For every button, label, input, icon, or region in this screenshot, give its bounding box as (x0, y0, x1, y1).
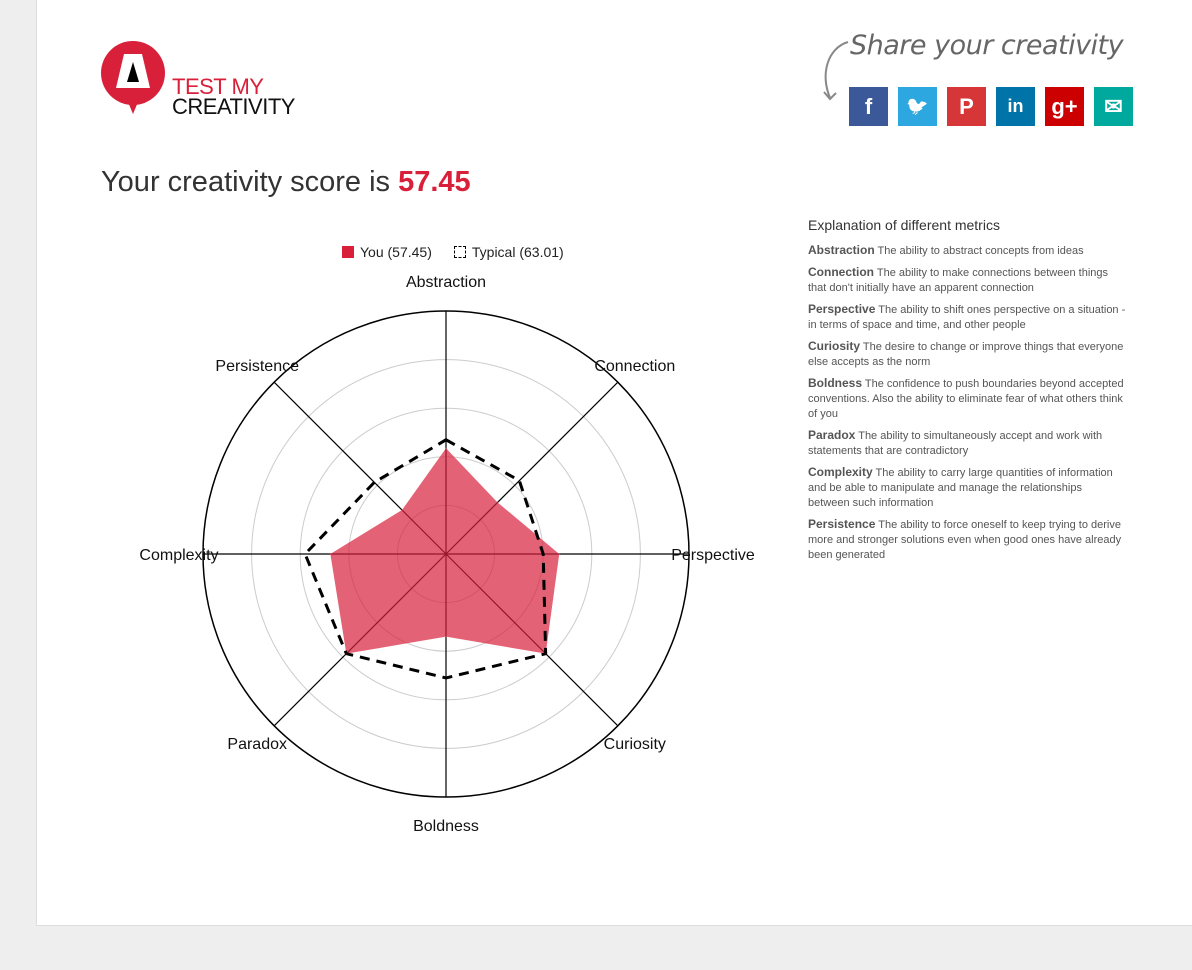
legend-swatch-typical (453, 246, 466, 258)
series-typical-point (518, 480, 520, 482)
metric-term: Persistence (808, 517, 876, 531)
metrics-explanation: Explanation of different metrics Abstrac… (808, 218, 1126, 569)
series-typical-point (345, 653, 347, 655)
metric-description: The ability to simultaneously accept and… (808, 430, 1103, 457)
axis-label-abstraction: Abstraction (406, 274, 486, 291)
score-heading: Your creativity score is 57.45 (101, 166, 471, 199)
metric-description: The confidence to push boundaries beyond… (808, 378, 1124, 420)
axis-label-perspective: Perspective (671, 547, 755, 564)
metric-explanation-item: Connection The ability to make connectio… (808, 265, 1126, 296)
series-typical-point (545, 653, 547, 655)
legend-label-you: You (57.45) (360, 244, 432, 260)
linkedin-share-button[interactable]: in (996, 87, 1035, 126)
metric-term: Paradox (808, 428, 856, 442)
metric-term: Boldness (808, 376, 863, 390)
metric-description: The ability to carry large quantities of… (808, 467, 1113, 509)
metric-term: Perspective (808, 302, 876, 316)
metric-explanation-item: Persistence The ability to force oneself… (808, 517, 1126, 563)
series-you-point (558, 553, 560, 555)
metric-description: The desire to change or improve things t… (808, 341, 1124, 368)
explanation-title: Explanation of different metrics (808, 217, 1000, 233)
linkedin-icon: in (1007, 96, 1024, 116)
logo-badge-icon (101, 41, 165, 114)
metric-description: The ability to force oneself to keep try… (808, 519, 1122, 561)
series-you-point (401, 509, 403, 511)
axis-label-paradox: Paradox (227, 736, 287, 753)
score-label: Your creativity score is (101, 166, 399, 198)
google-plus-icon: g+ (1051, 93, 1078, 119)
series-typical-point (542, 553, 544, 555)
legend-item-typical[interactable]: Typical (63.01) (453, 244, 564, 260)
metric-description: The ability to abstract concepts from id… (877, 245, 1084, 257)
series-typical-point (445, 677, 447, 679)
axis-label-persistence: Persistence (215, 358, 299, 375)
series-typical-point (373, 481, 375, 483)
score-value: 57.45 (398, 166, 471, 198)
axis-label-boldness: Boldness (413, 818, 479, 835)
axis-label-curiosity: Curiosity (604, 736, 666, 753)
metric-explanation-item: Curiosity The desire to change or improv… (808, 339, 1126, 370)
curved-arrow-icon (823, 41, 849, 101)
legend-label-typical: Typical (63.01) (471, 244, 564, 260)
legend-item-you[interactable]: You (57.45) (342, 244, 432, 260)
metric-term: Abstraction (808, 243, 875, 257)
logo-text-test-my: TEST MY (172, 74, 264, 99)
metric-description: The ability to shift ones perspective on… (808, 304, 1126, 331)
share-title: Share your creativity (850, 30, 1124, 61)
series-you-point (445, 636, 447, 638)
metric-explanation-item: Perspective The ability to shift ones pe… (808, 302, 1126, 333)
metric-term: Connection (808, 265, 874, 279)
metric-explanation-item: Paradox The ability to simultaneously ac… (808, 428, 1126, 459)
metric-explanation-item: Complexity The ability to carry large qu… (808, 465, 1126, 511)
metric-explanation-item: Abstraction The ability to abstract conc… (808, 243, 1126, 259)
series-typical-point (445, 439, 447, 441)
axis-label-complexity: Complexity (139, 547, 218, 564)
facebook-share-button[interactable]: f (849, 87, 888, 126)
metric-explanation-item: Boldness The confidence to push boundari… (808, 376, 1126, 422)
series-you-point (329, 553, 331, 555)
email-share-button[interactable]: ✉ (1094, 87, 1133, 126)
legend-swatch-you (342, 246, 354, 258)
metric-term: Complexity (808, 465, 873, 479)
twitter-share-button[interactable]: 🐦 (898, 87, 937, 126)
series-you-area (330, 448, 560, 654)
facebook-icon: f (864, 93, 873, 119)
radar-chart: Abstraction Connection Perspective Curiosit… (139, 274, 755, 835)
pinterest-share-button[interactable]: P (947, 87, 986, 126)
google-plus-share-button[interactable]: g+ (1045, 87, 1084, 126)
series-you-point (497, 501, 499, 503)
metric-description: The ability to make connections between … (808, 267, 1108, 294)
logo[interactable]: TEST MY CREATIVITY (100, 40, 300, 120)
twitter-icon: 🐦 (906, 96, 929, 116)
metric-term: Curiosity (808, 339, 861, 353)
pinterest-icon: P (959, 93, 974, 119)
chart-legend: You (57.45) Typical (63.01) (342, 244, 564, 260)
series-you-point (445, 447, 447, 449)
content-panel (36, 0, 1192, 926)
email-icon: ✉ (1104, 93, 1123, 119)
logo-text-creativity: CREATIVITY (172, 94, 295, 119)
series-typical-point (304, 553, 306, 555)
axis-label-connection: Connection (594, 358, 675, 375)
